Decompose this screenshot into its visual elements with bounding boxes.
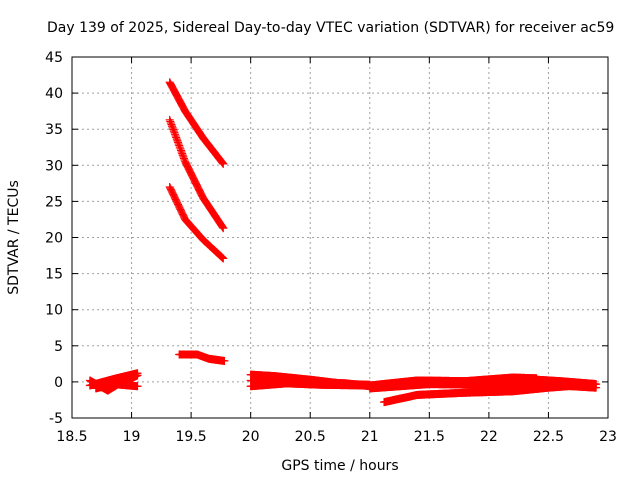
chart-title: Day 139 of 2025, Sidereal Day-to-day VTE… — [47, 20, 614, 36]
data-point — [219, 159, 228, 168]
y-tick-label: 25 — [45, 194, 63, 210]
y-tick-label: 15 — [45, 267, 63, 283]
plot-frame — [71, 56, 609, 419]
y-tick-label: 20 — [45, 231, 63, 247]
series-arc-b — [85, 369, 142, 390]
axis-ticks: 18.5 19 19.5 20 20.5 21 21.5 22 22.5 23 -5 0 5 10 15 20… — [45, 50, 617, 445]
data-point — [592, 380, 601, 389]
x-tick-label: 23 — [599, 429, 617, 445]
series-arc-f — [165, 182, 228, 263]
x-tick-label: 20 — [242, 429, 260, 445]
y-tick-label: 35 — [45, 122, 63, 138]
x-axis-title: GPS time / hours — [281, 458, 398, 474]
series-arc-e — [165, 115, 228, 233]
series-arc-n — [520, 375, 601, 389]
data-point — [220, 356, 229, 365]
y-tick-label: 0 — [54, 375, 63, 391]
x-tick-label: 21 — [361, 429, 379, 445]
series-arc-c — [91, 380, 142, 393]
x-tick-label: 22 — [480, 429, 498, 445]
y-tick-label: 30 — [45, 158, 63, 174]
series-arc-l — [365, 380, 601, 393]
series-arc-j — [246, 376, 374, 391]
x-tick-label: 20.5 — [295, 429, 326, 445]
y-tick-label: 5 — [54, 339, 63, 355]
x-tick-label: 19 — [123, 429, 141, 445]
series-arc-d — [165, 78, 228, 168]
y-tick-label: 45 — [45, 50, 63, 66]
grid — [72, 57, 608, 418]
y-tick-label: -5 — [49, 411, 63, 427]
y-tick-label: 40 — [45, 86, 63, 102]
x-tick-label: 19.5 — [176, 429, 207, 445]
data-point — [219, 254, 228, 263]
x-tick-label: 18.5 — [56, 429, 87, 445]
data-marks — [85, 78, 601, 407]
series-arc-g — [175, 350, 229, 365]
y-tick-label: 10 — [45, 303, 63, 319]
x-tick-label: 22.5 — [533, 429, 564, 445]
y-axis-title: SDTVAR / TECUs — [6, 180, 22, 295]
x-tick-label: 21.5 — [414, 429, 445, 445]
data-point — [133, 382, 142, 391]
data-point — [133, 369, 142, 378]
data-point — [219, 224, 228, 233]
